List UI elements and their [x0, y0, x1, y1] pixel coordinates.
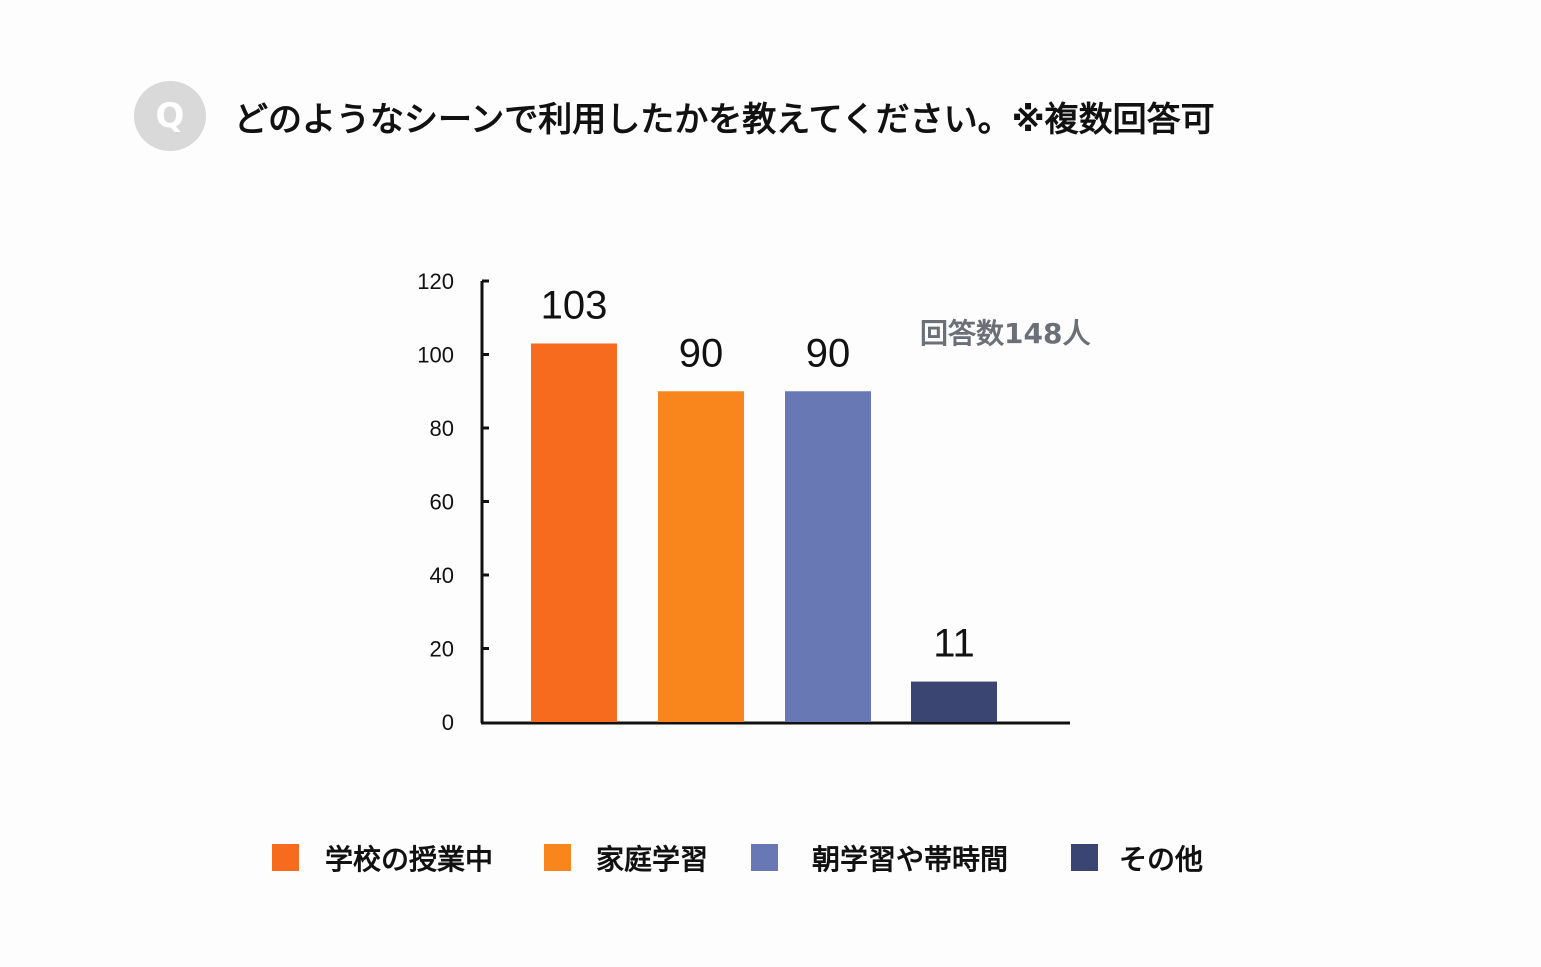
data-label-3: 90	[806, 331, 851, 375]
data-label-2: 90	[679, 331, 724, 375]
y-tick-label: 80	[430, 416, 454, 441]
y-tick-label: 60	[430, 490, 454, 515]
legend-item	[751, 844, 778, 871]
legend-label: 家庭学習	[596, 843, 709, 876]
y-tick-label: 0	[442, 710, 454, 735]
legend-item	[272, 844, 299, 871]
question-badge: Q	[134, 81, 206, 151]
respondent-count-annotation: 回答数148人	[920, 317, 1090, 350]
y-tick-label: 120	[417, 269, 454, 294]
bar-4	[911, 681, 997, 722]
data-label-1: 103	[541, 283, 608, 327]
legend-item	[544, 844, 571, 871]
bar-2	[658, 391, 744, 722]
bar-1	[531, 343, 617, 722]
y-tick-label: 100	[417, 343, 454, 368]
legend-swatch	[272, 844, 299, 871]
bar-3	[785, 391, 871, 722]
legend-label: その他	[1119, 843, 1204, 876]
data-label-4: 11	[933, 622, 975, 666]
y-tick-label: 20	[430, 637, 454, 662]
question-title: どのようなシーンで利用したかを教えてください。※複数回答可	[234, 100, 1215, 140]
legend: 学校の授業中 家庭学習 朝学習や帯時間 その他	[0, 838, 1541, 878]
y-tick-label: 40	[430, 563, 454, 588]
legend-label: 学校の授業中	[325, 843, 494, 876]
legend-swatch	[1071, 844, 1098, 871]
legend-swatch	[544, 844, 571, 871]
legend-swatch	[751, 844, 778, 871]
legend-label: 朝学習や帯時間	[812, 843, 1009, 876]
legend-item	[1071, 844, 1098, 871]
